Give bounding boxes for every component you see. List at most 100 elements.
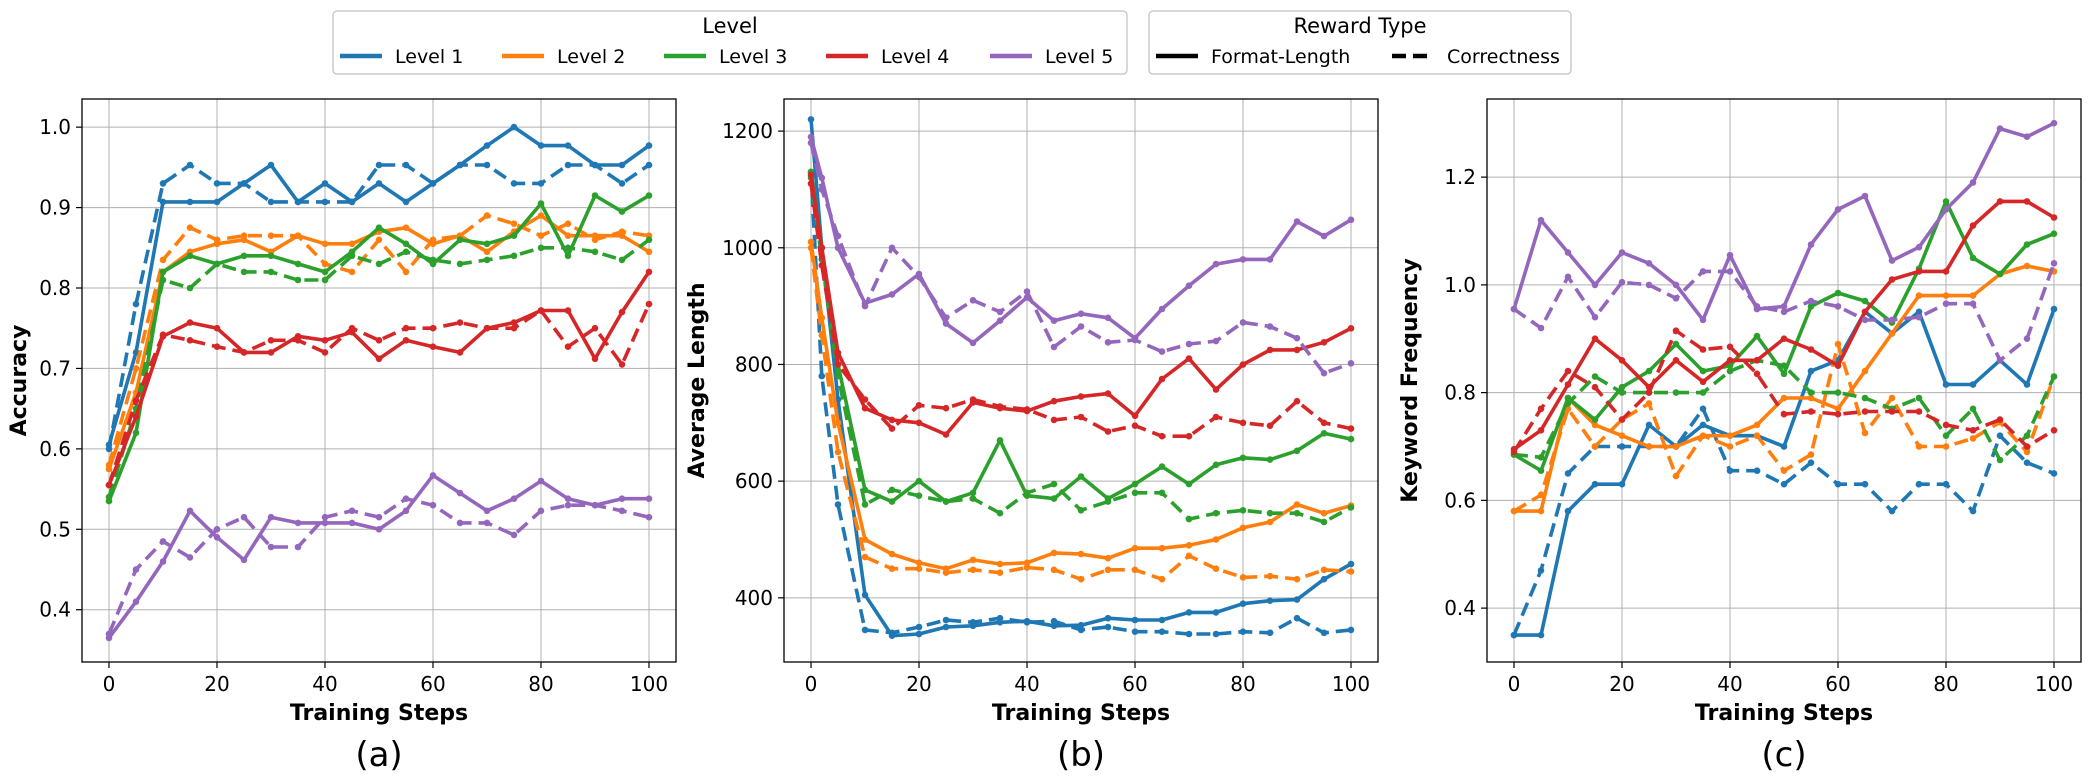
data-point [834,448,842,456]
data-point [105,630,113,638]
data-point [1158,489,1166,497]
data-point [1050,480,1058,488]
data-point [1699,378,1707,386]
data-point [915,402,923,409]
data-point [1834,480,1842,488]
data-point [888,498,896,505]
data-point [1158,628,1166,635]
data-point [2050,470,2058,477]
data-point [1050,416,1058,424]
data-point [1131,480,1139,488]
data-point [1158,375,1166,383]
data-point [1158,463,1166,470]
data-point [186,507,194,515]
data-point [969,396,977,403]
data-point [267,198,275,206]
data-point [1347,216,1355,224]
data-point [1699,316,1707,324]
data-point [240,513,248,521]
series-line-level-5-correctness [1512,262,2056,363]
data-point [402,224,410,231]
y-tick-label: 0.7 [39,356,71,380]
data-point [537,142,545,149]
data-point [1861,429,1869,437]
data-point [1131,628,1139,635]
series-line-level-3-correctness [809,177,1352,524]
data-point [1672,357,1680,364]
data-point [1591,281,1599,289]
series-line-level-4-correctness [107,303,651,486]
data-point [483,256,491,264]
data-point [1293,575,1301,583]
data-point [1266,597,1274,604]
data-point [942,498,950,505]
data-point [1185,630,1193,638]
data-point [1591,313,1599,321]
series-line-level-5-correctness [107,496,650,635]
data-point [267,337,275,344]
data-point [1212,413,1220,421]
y-tick-label: 0.4 [39,598,71,622]
data-point [618,361,626,368]
data-point [1834,405,1842,413]
data-point [1726,443,1734,450]
data-point [2023,443,2031,450]
data-point [645,236,653,244]
data-point [1320,419,1328,427]
data-point [294,543,302,551]
data-point [818,186,826,193]
data-point [2023,459,2031,467]
panel-label: (c) [1761,735,1806,775]
data-point [1212,260,1220,268]
data-point [2050,305,2058,313]
data-point [510,495,518,503]
data-point [969,556,977,564]
data-point [213,526,221,533]
x-tick-label: 0 [805,672,818,696]
y-tick-label: 1.0 [39,115,71,139]
data-point [1537,427,1545,434]
data-point [915,559,923,567]
chart-panel-3: 0 20 40 60 80 100 0.4 0.6 0.8 1.0 1.2 Training Step… [1398,98,2082,775]
data-point [267,268,275,276]
data-point [483,161,491,169]
data-point [213,260,221,268]
data-point [1726,251,1734,259]
data-point [1618,416,1626,423]
data-point [818,262,826,269]
data-point [1320,339,1328,346]
data-point [1780,362,1788,370]
legend-reward-type: Reward Type Format-Length Correctness [1148,10,1572,75]
y-tick-label: 0.4 [1444,596,1476,620]
data-point [1266,422,1274,430]
data-point [1266,509,1274,517]
data-point [1618,432,1626,440]
data-point [1293,397,1301,405]
data-point [1807,389,1815,396]
data-point [807,116,815,123]
data-point [888,486,896,494]
data-point [1564,507,1572,515]
data-point [429,236,437,244]
data-point [1726,357,1734,364]
data-point [2050,427,2058,434]
data-point [1618,278,1626,286]
y-tick-label: 800 [735,352,773,376]
data-point [1347,325,1355,332]
data-point [1753,421,1761,429]
data-point [402,161,410,169]
data-point [1158,575,1166,583]
data-point [1564,273,1572,281]
data-point [1320,232,1328,240]
data-point [618,495,626,503]
x-tick-label: 0 [103,672,116,696]
data-point [1969,405,1977,413]
data-point [861,626,869,634]
data-point [1888,408,1896,415]
data-point [618,161,626,169]
data-point [1347,568,1355,575]
data-point [159,331,167,339]
data-point [618,507,626,515]
data-point [1239,454,1247,462]
data-point [645,192,653,199]
